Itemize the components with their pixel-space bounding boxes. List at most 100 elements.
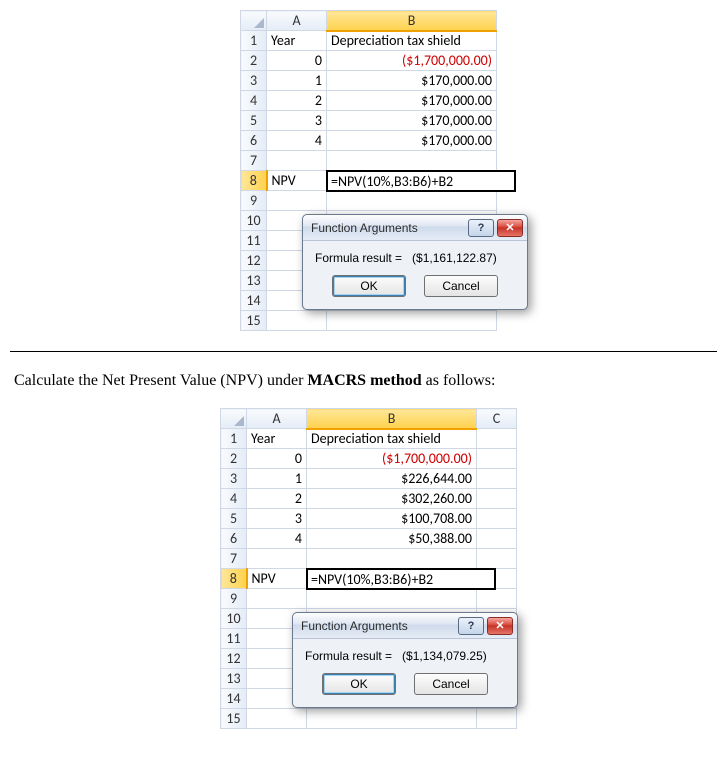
cell[interactable] [307, 549, 477, 569]
dialog-titlebar[interactable]: Function Arguments ? ✕ [303, 215, 527, 241]
cell[interactable]: 1 [267, 71, 327, 91]
row-header[interactable]: 4 [221, 489, 247, 509]
cell[interactable]: $226,644.00 [307, 469, 477, 489]
row-header[interactable]: 15 [241, 311, 267, 331]
col-header-C[interactable]: C [477, 409, 517, 429]
select-all-corner[interactable] [221, 409, 247, 429]
cell[interactable]: 3 [247, 509, 307, 529]
dialog-titlebar[interactable]: Function Arguments ? ✕ [293, 613, 517, 639]
cell[interactable] [247, 589, 307, 609]
close-icon[interactable]: ✕ [487, 617, 513, 635]
cell[interactable] [247, 549, 307, 569]
cell[interactable]: ($1,700,000.00) [327, 51, 497, 71]
cell[interactable] [477, 469, 517, 489]
cell[interactable]: 4 [267, 131, 327, 151]
row-header[interactable]: 7 [221, 549, 247, 569]
row-header[interactable]: 10 [241, 211, 267, 231]
row-header[interactable]: 5 [241, 111, 267, 131]
col-header-B[interactable]: B [307, 409, 477, 429]
cell[interactable]: $302,260.00 [307, 489, 477, 509]
cell[interactable] [477, 549, 517, 569]
cell[interactable] [477, 489, 517, 509]
row-header[interactable]: 4 [241, 91, 267, 111]
help-icon[interactable]: ? [458, 617, 484, 635]
row-header[interactable]: 14 [241, 291, 267, 311]
row-header[interactable]: 7 [241, 151, 267, 171]
cell[interactable]: $100,708.00 [307, 509, 477, 529]
cell[interactable]: 2 [267, 91, 327, 111]
cell[interactable] [327, 151, 497, 171]
cell[interactable] [477, 589, 517, 609]
row-header[interactable]: 1 [241, 31, 267, 51]
cell[interactable] [477, 529, 517, 549]
row-header[interactable]: 10 [221, 609, 247, 629]
help-icon[interactable]: ? [468, 219, 494, 237]
row-header[interactable]: 2 [221, 449, 247, 469]
row-header[interactable]: 9 [241, 191, 267, 211]
row-header[interactable]: 11 [241, 231, 267, 251]
cell[interactable]: Year [267, 31, 327, 51]
row-header[interactable]: 8 [241, 171, 267, 191]
row-header[interactable]: 12 [221, 649, 247, 669]
row-header[interactable]: 3 [241, 71, 267, 91]
cell[interactable]: NPV [247, 569, 307, 589]
cell[interactable]: 0 [247, 449, 307, 469]
cell[interactable]: 4 [247, 529, 307, 549]
col-header-B[interactable]: B [327, 11, 497, 31]
cell[interactable]: ($1,700,000.00) [307, 449, 477, 469]
row-header[interactable]: 6 [241, 131, 267, 151]
formula-editor[interactable]: =NPV(10%,B3:B6)+B2 [306, 568, 496, 590]
active-cell[interactable]: =NPV(10%,B3:B6)+B2 [327, 171, 497, 191]
cell[interactable]: 3 [267, 111, 327, 131]
row-header[interactable]: 3 [221, 469, 247, 489]
row-header[interactable]: 12 [241, 251, 267, 271]
cell[interactable] [327, 191, 497, 211]
cell[interactable]: Depreciation tax shield [327, 31, 497, 51]
col-header-A[interactable]: A [267, 11, 327, 31]
cell[interactable] [267, 151, 327, 171]
cell[interactable] [477, 709, 517, 729]
row-header[interactable]: 13 [241, 271, 267, 291]
cell[interactable] [307, 709, 477, 729]
row-header[interactable]: 14 [221, 689, 247, 709]
cell[interactable] [327, 311, 497, 331]
cell[interactable] [307, 589, 477, 609]
cell[interactable]: $50,388.00 [307, 529, 477, 549]
cell[interactable]: Year [247, 429, 307, 449]
row-header[interactable]: 13 [221, 669, 247, 689]
cancel-button[interactable]: Cancel [424, 275, 498, 297]
cell[interactable] [477, 429, 517, 449]
cell[interactable]: 1 [247, 469, 307, 489]
dialog-title: Function Arguments [301, 619, 455, 633]
cell[interactable] [477, 509, 517, 529]
cell[interactable]: $170,000.00 [327, 131, 497, 151]
select-all-corner[interactable] [241, 11, 267, 31]
cancel-button[interactable]: Cancel [414, 673, 488, 695]
row-header[interactable]: 1 [221, 429, 247, 449]
cell[interactable]: 0 [267, 51, 327, 71]
cell[interactable]: $170,000.00 [327, 91, 497, 111]
row-header[interactable]: 2 [241, 51, 267, 71]
cell[interactable]: $170,000.00 [327, 71, 497, 91]
cell[interactable] [477, 449, 517, 469]
active-cell[interactable]: =NPV(10%,B3:B6)+B2 [307, 569, 477, 589]
ok-button[interactable]: OK [332, 275, 406, 297]
cell[interactable]: 2 [247, 489, 307, 509]
row-header[interactable]: 9 [221, 589, 247, 609]
formula-result-label: Formula result = [315, 251, 402, 265]
close-icon[interactable]: ✕ [497, 219, 523, 237]
row-header[interactable]: 11 [221, 629, 247, 649]
row-header[interactable]: 8 [221, 569, 247, 589]
cell[interactable]: NPV [267, 171, 327, 191]
cell[interactable] [247, 709, 307, 729]
formula-editor[interactable]: =NPV(10%,B3:B6)+B2 [326, 170, 516, 192]
row-header[interactable]: 6 [221, 529, 247, 549]
cell[interactable] [267, 311, 327, 331]
cell[interactable]: $170,000.00 [327, 111, 497, 131]
cell[interactable] [267, 191, 327, 211]
col-header-A[interactable]: A [247, 409, 307, 429]
row-header[interactable]: 5 [221, 509, 247, 529]
cell[interactable]: Depreciation tax shield [307, 429, 477, 449]
ok-button[interactable]: OK [322, 673, 396, 695]
row-header[interactable]: 15 [221, 709, 247, 729]
